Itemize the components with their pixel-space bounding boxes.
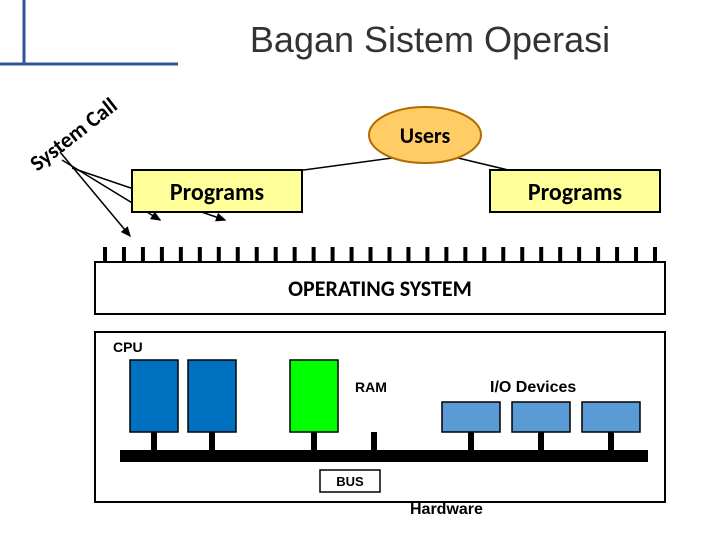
cpu-label: CPU <box>113 339 143 355</box>
slide-title: Bagan Sistem Operasi <box>250 19 610 60</box>
io-block-2 <box>512 402 570 432</box>
os-label: OPERATING SYSTEM <box>288 275 472 302</box>
programs-left-label: Programs <box>170 178 264 207</box>
users-label: Users <box>400 122 451 149</box>
hardware-label: Hardware <box>410 501 483 518</box>
cpu-block-1 <box>130 360 178 432</box>
bus-label: BUS <box>336 474 364 489</box>
io-label: I/O Devices <box>490 379 576 396</box>
io-block-3 <box>582 402 640 432</box>
system-call-label: System Call <box>24 92 122 177</box>
bus-bar <box>120 450 648 462</box>
ram-label: RAM <box>355 379 387 395</box>
programs-right-label: Programs <box>528 178 622 207</box>
io-block-1 <box>442 402 500 432</box>
cpu-block-2 <box>188 360 236 432</box>
ram-block-1 <box>290 360 338 432</box>
